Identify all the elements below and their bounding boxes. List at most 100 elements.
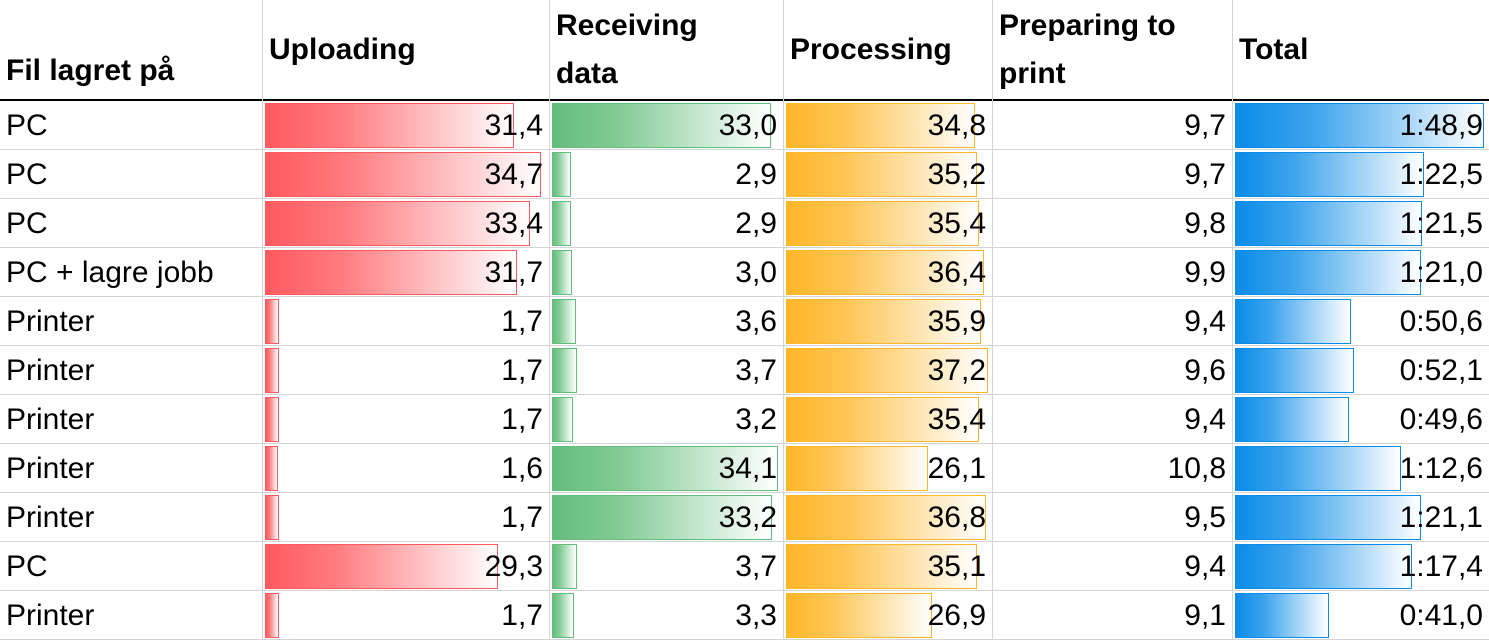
cell-receiving[interactable]: 3,0	[550, 248, 783, 297]
cell-uploading[interactable]: 29,3	[263, 542, 549, 591]
header-border	[0, 99, 1489, 101]
value-receiving: 3,2	[735, 403, 777, 436]
data-bar-processing	[786, 201, 979, 246]
value-receiving: 3,3	[735, 599, 777, 632]
cell-uploading[interactable]: 1,7	[263, 493, 549, 542]
value-processing: 35,1	[927, 550, 986, 583]
cell-receiving[interactable]: 3,2	[550, 395, 783, 444]
header-location[interactable]: Fil lagret på	[6, 54, 175, 87]
cell-uploading[interactable]: 31,4	[263, 101, 549, 150]
cell-total[interactable]: 1:21,5	[1233, 199, 1489, 248]
value-receiving: 33,0	[718, 109, 777, 142]
cell-location[interactable]: Printer	[6, 305, 95, 338]
cell-preparing[interactable]: 9,7	[993, 101, 1232, 150]
data-bar-processing	[786, 544, 977, 589]
cell-preparing[interactable]: 9,8	[993, 199, 1232, 248]
cell-receiving[interactable]: 2,9	[550, 150, 783, 199]
cell-total[interactable]: 1:21,1	[1233, 493, 1489, 542]
cell-location[interactable]: Printer	[6, 354, 95, 387]
cell-uploading[interactable]: 1,7	[263, 297, 549, 346]
cell-location[interactable]: PC	[6, 109, 48, 142]
value-receiving: 34,1	[718, 452, 777, 485]
cell-uploading[interactable]: 34,7	[263, 150, 549, 199]
cell-preparing[interactable]: 9,9	[993, 248, 1232, 297]
cell-total[interactable]: 0:41,0	[1233, 591, 1489, 640]
cell-preparing[interactable]: 10,8	[993, 444, 1232, 493]
cell-location[interactable]: PC	[6, 207, 48, 240]
header-total[interactable]: Total	[1239, 32, 1309, 66]
value-processing: 37,2	[927, 354, 986, 387]
cell-location[interactable]: PC	[6, 158, 48, 191]
value-receiving: 3,7	[735, 550, 777, 583]
cell-location[interactable]: Printer	[6, 403, 95, 436]
cell-receiving[interactable]: 3,7	[550, 346, 783, 395]
value-total: 1:48,9	[1399, 109, 1483, 142]
column-gridline	[549, 0, 550, 640]
header-processing[interactable]: Processing	[790, 32, 952, 66]
header-preparing[interactable]: Preparing to print	[999, 8, 1176, 90]
cell-total[interactable]: 1:22,5	[1233, 150, 1489, 199]
cell-location[interactable]: PC	[6, 550, 48, 583]
header-receiving[interactable]: Receiving data	[556, 8, 698, 90]
value-preparing: 9,5	[1184, 501, 1226, 534]
cell-uploading[interactable]: 1,7	[263, 395, 549, 444]
value-preparing: 9,4	[1184, 305, 1226, 338]
cell-uploading[interactable]: 1,7	[263, 591, 549, 640]
cell-receiving[interactable]: 3,6	[550, 297, 783, 346]
cell-processing[interactable]: 35,2	[784, 150, 992, 199]
cell-total[interactable]: 1:17,4	[1233, 542, 1489, 591]
data-bar-uploading	[265, 152, 541, 197]
cell-uploading[interactable]: 33,4	[263, 199, 549, 248]
cell-total[interactable]: 0:50,6	[1233, 297, 1489, 346]
cell-receiving[interactable]: 2,9	[550, 199, 783, 248]
cell-processing[interactable]: 26,9	[784, 591, 992, 640]
cell-preparing[interactable]: 9,4	[993, 395, 1232, 444]
cell-preparing[interactable]: 9,7	[993, 150, 1232, 199]
cell-uploading[interactable]: 31,7	[263, 248, 549, 297]
cell-location[interactable]: Printer	[6, 452, 95, 485]
cell-preparing[interactable]: 9,4	[993, 297, 1232, 346]
cell-location[interactable]: PC + lagre jobb	[6, 256, 214, 289]
cell-receiving[interactable]: 3,3	[550, 591, 783, 640]
cell-uploading[interactable]: 1,6	[263, 444, 549, 493]
value-processing: 26,1	[927, 452, 986, 485]
cell-receiving[interactable]: 33,2	[550, 493, 783, 542]
cell-total[interactable]: 1:48,9	[1233, 101, 1489, 150]
cell-processing[interactable]: 35,4	[784, 199, 992, 248]
value-processing: 34,8	[927, 109, 986, 142]
cell-total[interactable]: 1:21,0	[1233, 248, 1489, 297]
cell-processing[interactable]: 37,2	[784, 346, 992, 395]
value-uploading: 1,7	[501, 599, 543, 632]
cell-total[interactable]: 0:49,6	[1233, 395, 1489, 444]
value-total: 1:21,1	[1399, 501, 1483, 534]
data-bar-receiving	[552, 544, 577, 589]
cell-processing[interactable]: 35,1	[784, 542, 992, 591]
cell-location[interactable]: Printer	[6, 501, 95, 534]
cell-processing[interactable]: 36,8	[784, 493, 992, 542]
value-receiving: 2,9	[735, 207, 777, 240]
value-uploading: 1,7	[501, 354, 543, 387]
cell-preparing[interactable]: 9,1	[993, 591, 1232, 640]
header-uploading[interactable]: Uploading	[269, 32, 416, 66]
cell-preparing[interactable]: 9,5	[993, 493, 1232, 542]
data-bar-total	[1235, 348, 1355, 393]
column-gridline	[262, 0, 263, 640]
cell-total[interactable]: 0:52,1	[1233, 346, 1489, 395]
cell-location[interactable]: Printer	[6, 599, 95, 632]
cell-preparing[interactable]: 9,4	[993, 542, 1232, 591]
cell-receiving[interactable]: 3,7	[550, 542, 783, 591]
cell-processing[interactable]: 35,4	[784, 395, 992, 444]
cell-uploading[interactable]: 1,7	[263, 346, 549, 395]
value-uploading: 1,7	[501, 501, 543, 534]
cell-processing[interactable]: 35,9	[784, 297, 992, 346]
row-gridline	[0, 345, 1489, 346]
value-uploading: 1,7	[501, 403, 543, 436]
cell-receiving[interactable]: 33,0	[550, 101, 783, 150]
cell-receiving[interactable]: 34,1	[550, 444, 783, 493]
cell-processing[interactable]: 34,8	[784, 101, 992, 150]
cell-processing[interactable]: 36,4	[784, 248, 992, 297]
cell-preparing[interactable]: 9,6	[993, 346, 1232, 395]
cell-processing[interactable]: 26,1	[784, 444, 992, 493]
data-bar-processing	[786, 103, 976, 148]
cell-total[interactable]: 1:12,6	[1233, 444, 1489, 493]
